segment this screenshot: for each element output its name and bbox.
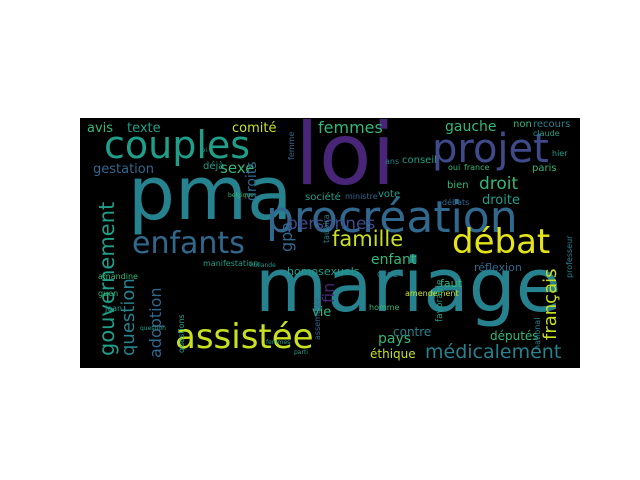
word: comité bbox=[232, 121, 277, 136]
word: amandine bbox=[98, 272, 138, 281]
word: français bbox=[540, 268, 561, 340]
word: gestation bbox=[93, 162, 154, 177]
word: vote bbox=[378, 189, 401, 200]
word: hollande bbox=[250, 262, 276, 269]
word: enfants bbox=[132, 226, 245, 261]
word: manifestation bbox=[203, 259, 259, 268]
word: débat bbox=[452, 222, 551, 262]
word: couples bbox=[104, 123, 251, 167]
word: droite bbox=[482, 193, 520, 208]
word: hier bbox=[552, 149, 568, 158]
word: belgique bbox=[228, 192, 254, 199]
word: texte bbox=[127, 121, 161, 136]
word: ministre bbox=[345, 192, 378, 201]
word: gpa bbox=[277, 221, 296, 252]
word: pays bbox=[378, 331, 412, 347]
word: question bbox=[140, 325, 166, 332]
word: femmes bbox=[318, 118, 383, 137]
word: ccne bbox=[377, 270, 399, 280]
word: assemblée bbox=[313, 296, 322, 340]
word: homosexuels bbox=[287, 265, 360, 278]
word: pma bbox=[128, 151, 293, 237]
word: éthique bbox=[370, 347, 416, 361]
word: oui bbox=[448, 163, 461, 172]
word: guen bbox=[98, 289, 119, 298]
word: question bbox=[118, 278, 139, 356]
word: non bbox=[513, 119, 532, 130]
word: taubira bbox=[322, 214, 331, 243]
word: vie bbox=[312, 305, 332, 320]
word: bien bbox=[447, 180, 469, 191]
word: questions bbox=[177, 314, 186, 353]
word: enfant bbox=[371, 252, 417, 268]
word: droit bbox=[479, 174, 519, 194]
word: société bbox=[305, 192, 341, 203]
word: déjà bbox=[203, 161, 225, 172]
word: médicalement bbox=[425, 341, 562, 363]
word: gauche bbox=[445, 119, 497, 135]
word: recours bbox=[533, 119, 571, 130]
word: jean bbox=[105, 304, 123, 313]
word: contre bbox=[393, 325, 432, 339]
word: amendement bbox=[405, 289, 459, 298]
word: avis bbox=[87, 121, 114, 136]
word: adoption bbox=[146, 287, 165, 358]
word: femmes bbox=[266, 339, 291, 346]
word: fin bbox=[319, 282, 338, 303]
word: réflexion bbox=[474, 261, 522, 274]
word: national bbox=[533, 317, 542, 350]
word: députés bbox=[490, 329, 539, 343]
word: paris bbox=[532, 163, 557, 174]
word: procréation bbox=[266, 192, 518, 243]
word: parti bbox=[294, 349, 308, 356]
word-cloud: mariage pma loi procréation couples assi… bbox=[80, 118, 580, 368]
word: mariage bbox=[255, 243, 562, 329]
word: france bbox=[464, 163, 490, 172]
word: professeur bbox=[565, 235, 574, 278]
word: assistée bbox=[175, 317, 314, 357]
word: loi bbox=[200, 147, 208, 154]
word: débats bbox=[442, 198, 470, 207]
word: homme bbox=[369, 303, 400, 312]
word: ans bbox=[385, 157, 400, 166]
word: personnes bbox=[287, 214, 376, 234]
word: femme bbox=[287, 131, 296, 160]
word: favorable bbox=[435, 279, 445, 322]
word: sexe bbox=[220, 159, 255, 177]
word: claude bbox=[533, 129, 560, 138]
word: conseil bbox=[402, 155, 437, 166]
word: famille bbox=[332, 227, 404, 251]
word: faut bbox=[440, 277, 462, 290]
word: projet bbox=[432, 126, 549, 172]
word: loi bbox=[295, 118, 396, 205]
